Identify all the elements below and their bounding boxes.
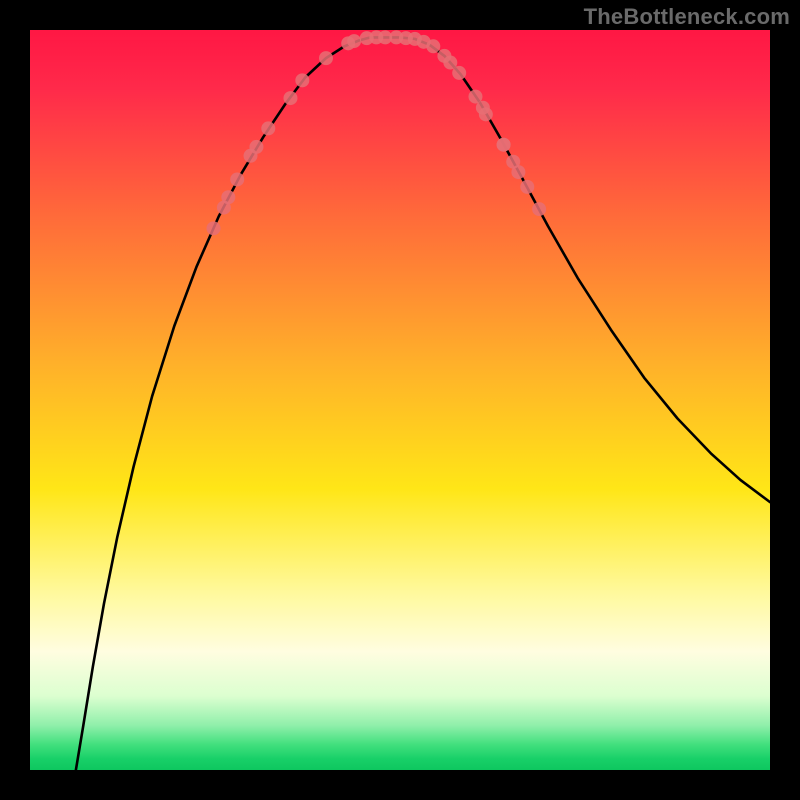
data-point <box>511 165 525 179</box>
data-point <box>221 190 235 204</box>
plot-area <box>30 30 770 770</box>
watermark-text: TheBottleneck.com <box>584 4 790 30</box>
chart-svg <box>30 30 770 770</box>
data-point <box>230 172 244 186</box>
chart-frame: TheBottleneck.com <box>0 0 800 800</box>
data-point <box>426 39 440 53</box>
data-point <box>476 101 490 115</box>
data-point <box>283 91 297 105</box>
data-point <box>261 121 275 135</box>
data-point <box>452 66 466 80</box>
data-point <box>497 138 511 152</box>
data-point <box>532 202 546 216</box>
data-point <box>319 51 333 65</box>
data-point <box>249 140 263 154</box>
data-point <box>207 221 221 235</box>
data-point <box>520 180 534 194</box>
data-point <box>347 34 361 48</box>
data-point <box>295 73 309 87</box>
gradient-background <box>30 30 770 770</box>
